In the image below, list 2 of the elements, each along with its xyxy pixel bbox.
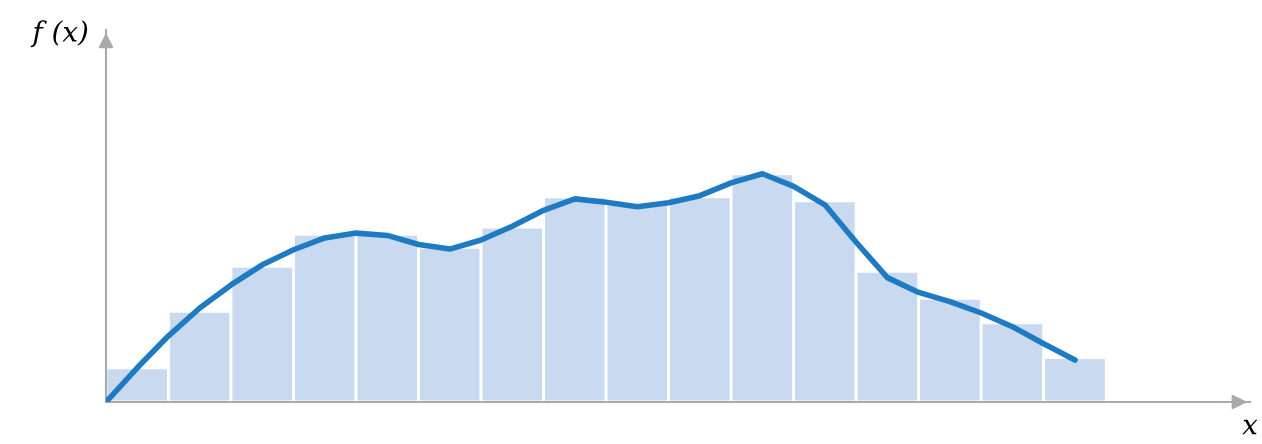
y-axis-title: f (x)	[30, 20, 88, 48]
x-axis-title: x	[1242, 419, 1258, 435]
